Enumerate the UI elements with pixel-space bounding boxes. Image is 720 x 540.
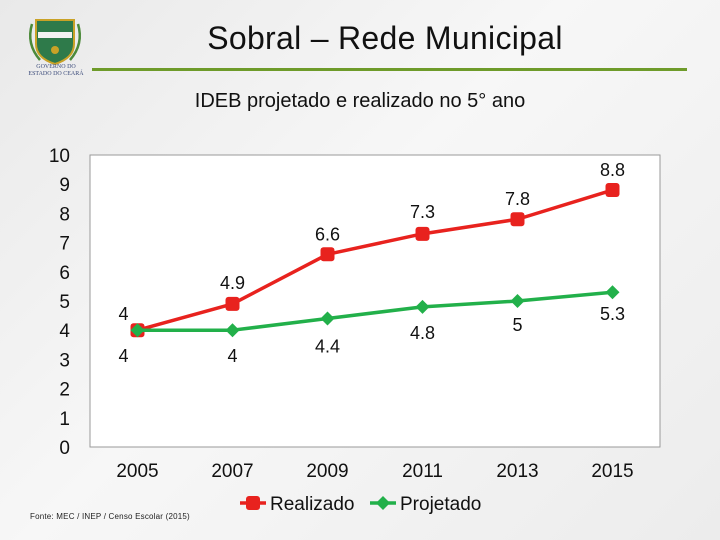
point-projetado (605, 285, 620, 300)
y-tick-label: 6 (59, 263, 70, 284)
data-label-projetado: 5.3 (600, 304, 625, 324)
legend-label-realizado: Realizado (270, 494, 355, 515)
x-tick-label: 2013 (496, 461, 538, 482)
data-label-realizado: 6.6 (315, 224, 340, 244)
series-line-realizado (137, 188, 614, 332)
data-label-projetado: 4 (118, 346, 128, 366)
data-label-projetado: 5 (512, 315, 522, 335)
series-line-projetado (137, 290, 613, 332)
point-realizado (415, 226, 430, 241)
point-realizado (225, 296, 240, 311)
y-tick-label: 5 (59, 292, 70, 313)
data-label-projetado: 4.8 (410, 323, 435, 343)
data-label-realizado: 4 (118, 304, 128, 324)
chart-title: IDEB projetado e realizado no 5° ano (194, 90, 526, 112)
point-projetado (415, 299, 430, 314)
x-tick-label: 2015 (591, 461, 633, 482)
source-note: Fonte: MEC / INEP / Censo Escolar (2015) (30, 512, 190, 521)
point-projetado (320, 311, 335, 326)
y-tick-label: 9 (59, 175, 70, 196)
x-tick-label: 2009 (306, 461, 348, 482)
data-label-projetado: 4 (227, 346, 237, 366)
logo-caption: GOVERNO DO ESTADO DO CEARÁ (24, 64, 88, 78)
logo-laurel-left (29, 23, 41, 61)
legend-label-projetado: Projetado (400, 494, 481, 515)
title-divider (92, 68, 687, 71)
x-tick-label: 2007 (211, 461, 253, 482)
point-realizado (605, 183, 620, 198)
legend-marker-realizado (246, 496, 260, 510)
logo-band (38, 32, 72, 38)
state-logo (29, 19, 81, 66)
y-tick-label: 1 (59, 409, 70, 430)
logo-shield-icon (35, 19, 75, 66)
data-label-realizado: 7.8 (505, 189, 530, 209)
y-tick-label: 8 (59, 204, 70, 225)
legend-marker-projetado (376, 496, 390, 510)
logo-caption-line2: ESTADO DO CEARÁ (28, 71, 84, 77)
point-projetado (130, 323, 145, 338)
y-tick-label: 4 (59, 321, 70, 342)
data-label-realizado: 4.9 (220, 273, 245, 293)
x-tick-label: 2011 (402, 461, 443, 482)
logo-star (51, 46, 59, 54)
data-label-projetado: 4.4 (315, 337, 340, 357)
point-realizado (320, 247, 335, 262)
plot-area (89, 154, 661, 448)
logo-caption-line1: GOVERNO DO (36, 64, 76, 70)
logo-laurel-right (69, 23, 81, 61)
point-projetado (510, 294, 525, 308)
y-tick-label: 2 (59, 380, 70, 401)
point-projetado (225, 323, 240, 338)
data-label-realizado: 8.8 (600, 160, 625, 180)
x-tick-label: 2005 (116, 461, 158, 482)
y-tick-label: 3 (59, 350, 70, 371)
y-tick-label: 7 (59, 234, 70, 255)
y-tick-label: 0 (59, 438, 70, 459)
page-title: Sobral – Rede Municipal (207, 20, 563, 56)
point-realizado (510, 212, 525, 227)
y-tick-label: 10 (49, 146, 70, 167)
data-label-realizado: 7.3 (410, 202, 435, 222)
